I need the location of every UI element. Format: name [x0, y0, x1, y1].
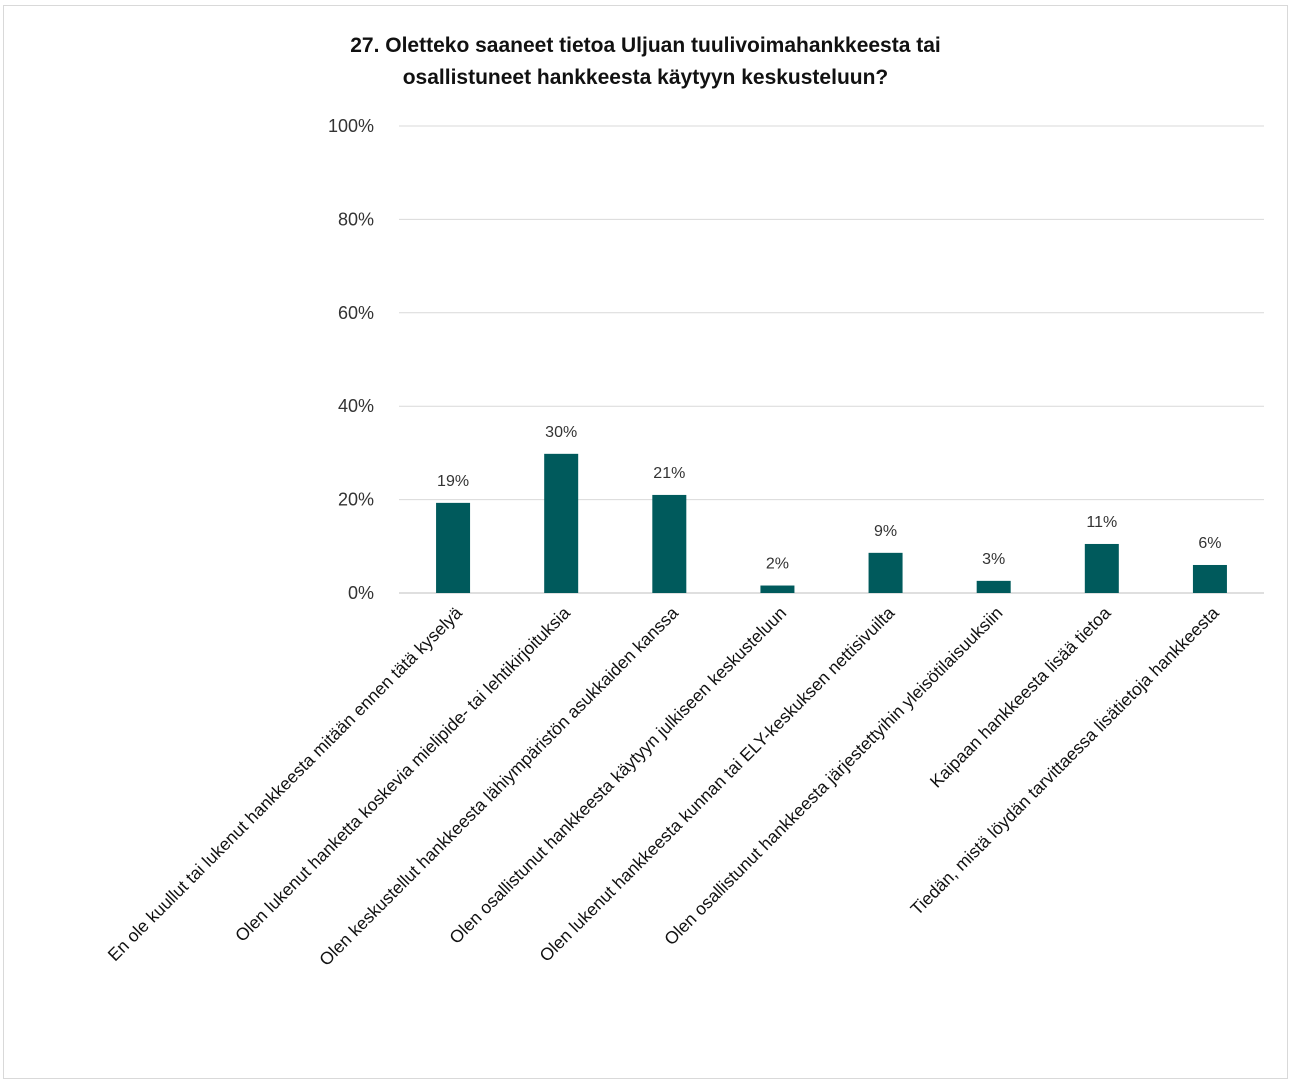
- y-tick-label: 20%: [338, 490, 374, 510]
- chart-frame: [3, 5, 1288, 1079]
- data-label: 21%: [653, 465, 685, 482]
- bar: [544, 453, 579, 593]
- bar: [652, 494, 687, 593]
- bar: [976, 580, 1011, 593]
- y-tick-label: 80%: [338, 209, 374, 229]
- y-tick-label: 40%: [338, 396, 374, 416]
- bar: [760, 585, 795, 593]
- category-labels: En ole kuullut tai lukenut hankkeesta mi…: [104, 602, 1223, 969]
- category-label: Olen keskustellut hankkeesta lähiympäris…: [315, 603, 682, 970]
- data-label: 11%: [1086, 514, 1117, 531]
- category-label: Kaipaan hankkeesta lisää tietoa: [926, 603, 1115, 792]
- y-tick-label: 60%: [338, 303, 374, 323]
- bar: [1084, 543, 1119, 593]
- category-label: En ole kuullut tai lukenut hankkeesta mi…: [104, 603, 466, 965]
- y-tick-label: 100%: [328, 116, 374, 136]
- y-tick-label: 0%: [348, 583, 374, 603]
- data-label: 19%: [437, 473, 469, 490]
- data-label: 30%: [545, 424, 577, 441]
- data-label: 3%: [982, 551, 1005, 568]
- chart-title-line-2: osallistuneet hankkeesta käytyyn keskust…: [402, 65, 889, 89]
- bars: [436, 453, 1227, 593]
- data-label: 9%: [874, 523, 897, 540]
- gridlines: [399, 125, 1264, 594]
- data-label: 6%: [1198, 535, 1221, 552]
- data-label: 2%: [766, 556, 789, 573]
- bar: [868, 552, 903, 593]
- bar: [1192, 564, 1227, 593]
- y-axis-ticks: 0% 20% 40% 60% 80% 100%: [328, 116, 374, 603]
- chart-title-line-1: 27. Oletteko saaneet tietoa Uljuan tuuli…: [350, 34, 941, 57]
- chart-title: 27. Oletteko saaneet tietoa Uljuan tuuli…: [0, 30, 1291, 93]
- data-labels: 19% 30% 21% 2% 9% 3% 11% 6%: [437, 424, 1221, 573]
- category-label: Olen lukenut hankkeesta kunnan tai ELY-k…: [535, 603, 898, 966]
- bar: [436, 502, 471, 593]
